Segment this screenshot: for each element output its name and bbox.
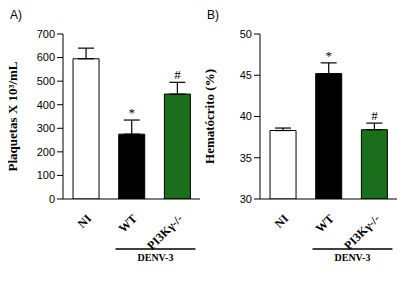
svg-text:#: # (174, 67, 181, 82)
svg-text:DENV-3: DENV-3 (138, 252, 174, 263)
svg-text:Hematócrito (%): Hematócrito (%) (205, 69, 217, 164)
svg-text:Plaquetas X 10³/mL: Plaquetas X 10³/mL (8, 61, 20, 171)
svg-text:#: # (371, 108, 378, 123)
svg-text:35: 35 (240, 152, 252, 164)
svg-text:*: * (128, 105, 135, 120)
svg-text:700: 700 (37, 28, 55, 40)
svg-text:300: 300 (37, 122, 55, 134)
svg-text:500: 500 (37, 75, 55, 87)
svg-text:WT: WT (116, 211, 140, 235)
svg-text:0: 0 (49, 193, 55, 205)
svg-text:50: 50 (240, 28, 252, 40)
svg-text:WT: WT (313, 211, 337, 235)
svg-text:DENV-3: DENV-3 (335, 252, 371, 263)
svg-text:600: 600 (37, 51, 55, 63)
svg-text:PI3Kγ-/-: PI3Kγ-/- (341, 211, 382, 252)
svg-text:45: 45 (240, 69, 252, 81)
html-text:A): A) (10, 8, 22, 22)
svg-text:200: 200 (37, 146, 55, 158)
svg-text:NI: NI (75, 211, 95, 231)
svg-text:NI: NI (272, 211, 292, 231)
svg-text:40: 40 (240, 110, 252, 122)
svg-text:PI3Kγ-/-: PI3Kγ-/- (144, 211, 185, 252)
svg-text:30: 30 (240, 193, 252, 205)
svg-text:*: * (325, 48, 332, 63)
svg-text:400: 400 (37, 99, 55, 111)
html-text:B): B) (207, 8, 219, 22)
svg-text:100: 100 (37, 169, 55, 181)
